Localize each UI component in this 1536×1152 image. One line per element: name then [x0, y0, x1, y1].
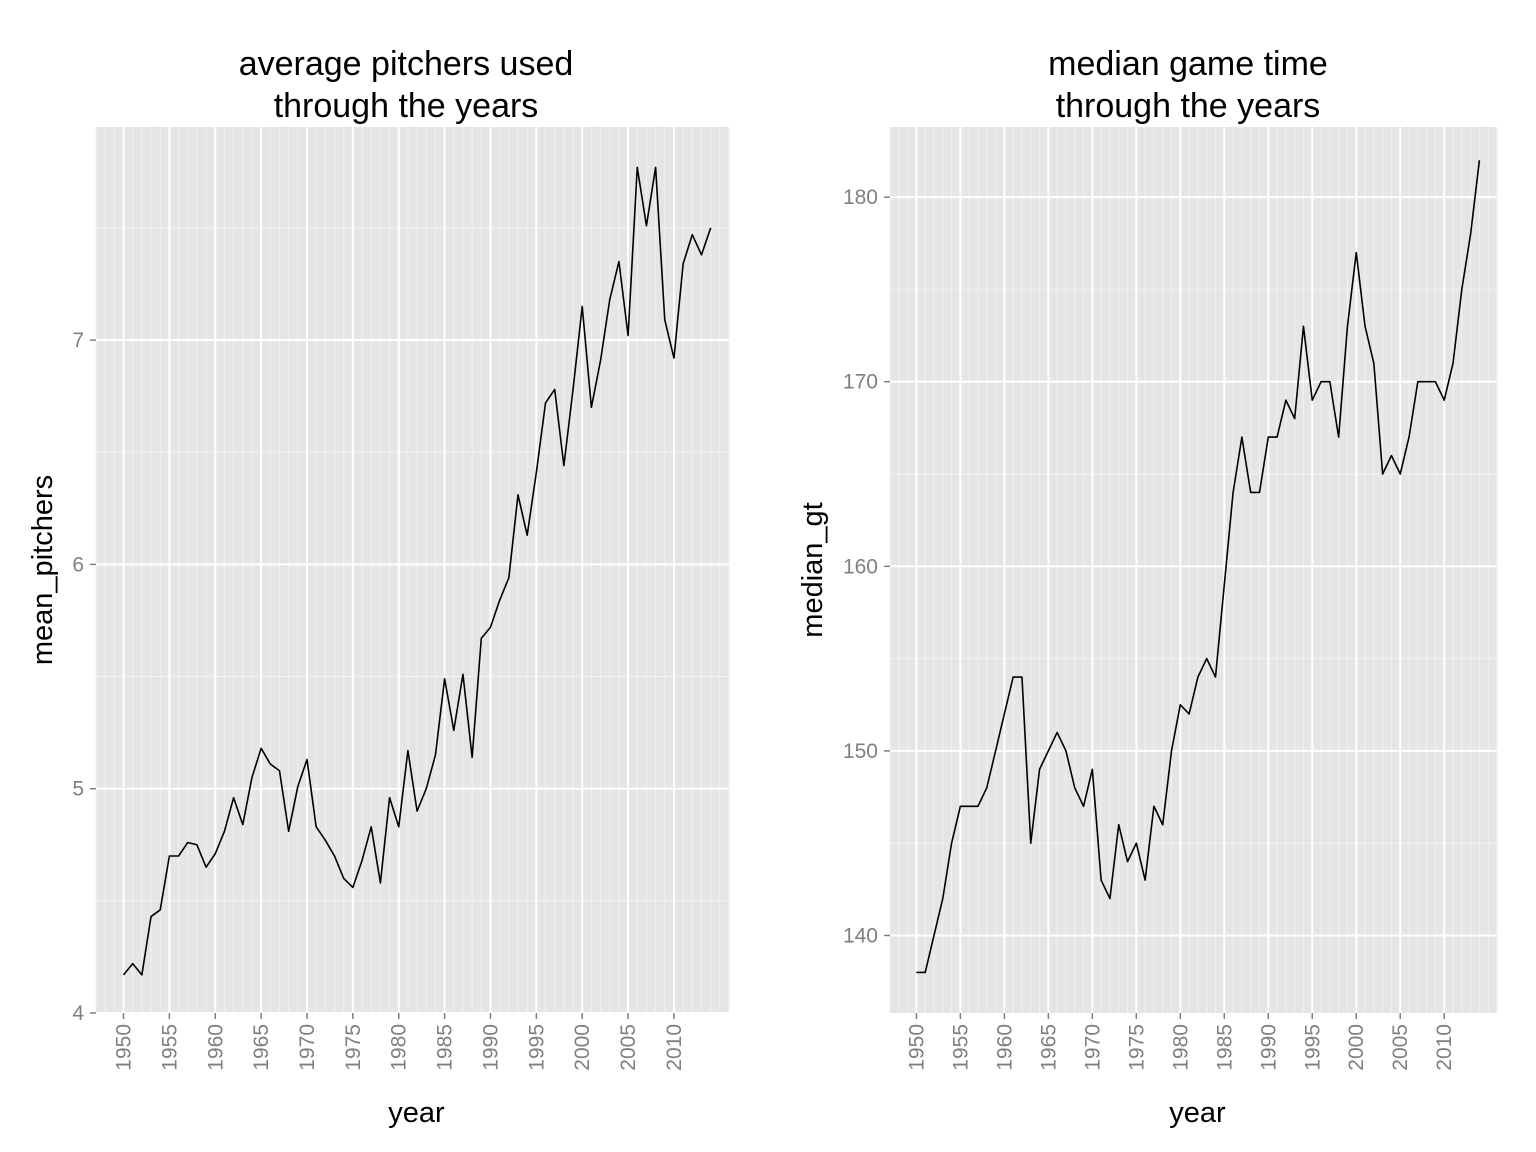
pitchers-y-tick-label: 7: [72, 329, 84, 352]
game-time-x-tick-label: 1965: [1037, 1024, 1060, 1071]
pitchers-x-tick-label: 1970: [296, 1024, 319, 1071]
game-time-y-tick-label: 180: [843, 186, 878, 209]
pitchers-x-tick-label: 1980: [388, 1024, 411, 1071]
game-time-x-tick-label: 1995: [1301, 1024, 1324, 1071]
game-time-x-tick-label: 1985: [1213, 1024, 1236, 1071]
pitchers-x-tick-label: 1965: [250, 1024, 273, 1071]
game-time-x-tick-label: 1980: [1169, 1024, 1192, 1071]
game-time-y-axis-title: median_gt: [797, 502, 829, 637]
pitchers-y-axis-title: mean_pitchers: [27, 475, 59, 665]
game-time-y-tick-label: 170: [843, 371, 878, 394]
pitchers-x-tick-label: 1990: [479, 1024, 502, 1071]
pitchers-y-tick-label: 4: [72, 1002, 84, 1025]
game-time-x-tick-label: 2000: [1345, 1024, 1368, 1071]
pitchers-x-tick-label: 1995: [525, 1024, 548, 1071]
game-time-y-tick-label: 160: [843, 555, 878, 578]
pitchers-x-tick-label: 1985: [434, 1024, 457, 1071]
game-time-x-tick-label: 1990: [1257, 1024, 1280, 1071]
pitchers-y-tick-label: 5: [72, 778, 84, 801]
game-time-series-line: [916, 160, 1481, 974]
pitchers-x-tick-label: 2005: [617, 1024, 640, 1071]
game-time-x-axis-title: year: [1169, 1097, 1226, 1129]
game-time-x-tick-label: 1955: [949, 1024, 972, 1071]
pitchers-chart: 4 5 6 7 1950 1955 1960 1965 1970 1975 1980 1985 1990…: [27, 45, 730, 1129]
pitchers-x-axis-title: year: [388, 1097, 445, 1129]
game-time-x-tick-label: 1975: [1125, 1024, 1148, 1071]
pitchers-x-tick-label: 2010: [663, 1024, 686, 1071]
game-time-x-tick-label: 2005: [1389, 1024, 1412, 1071]
game-time-x-tick-label: 2010: [1433, 1024, 1456, 1071]
game-time-panel-background: [890, 127, 1497, 1013]
game-time-x-tick-label: 1960: [993, 1024, 1016, 1071]
game-time-x-tick-label: 1950: [905, 1024, 928, 1071]
pitchers-x-tick-label: 1960: [204, 1024, 227, 1071]
game-time-chart-title: median game time through the years: [1048, 45, 1328, 125]
pitchers-x-tick-label: 1955: [158, 1024, 181, 1071]
game-time-x-tick-label: 1970: [1081, 1024, 1104, 1071]
game-time-chart: 140 150 160 170 180 1950 1955 1960 1965 1970 1975 1…: [797, 45, 1498, 1129]
pitchers-series-line: [122, 166, 712, 976]
pitchers-y-tick-label: 6: [72, 553, 84, 576]
pitchers-panel-background: [96, 127, 729, 1013]
game-time-y-tick-label: 150: [843, 740, 878, 763]
game-time-y-tick-label: 140: [843, 924, 878, 947]
pitchers-x-tick-label: 1975: [342, 1024, 365, 1071]
pitchers-chart-title: average pitchers used through the years: [239, 45, 574, 125]
pitchers-x-tick-label: 1950: [113, 1024, 136, 1071]
pitchers-x-tick-label: 2000: [571, 1024, 594, 1071]
